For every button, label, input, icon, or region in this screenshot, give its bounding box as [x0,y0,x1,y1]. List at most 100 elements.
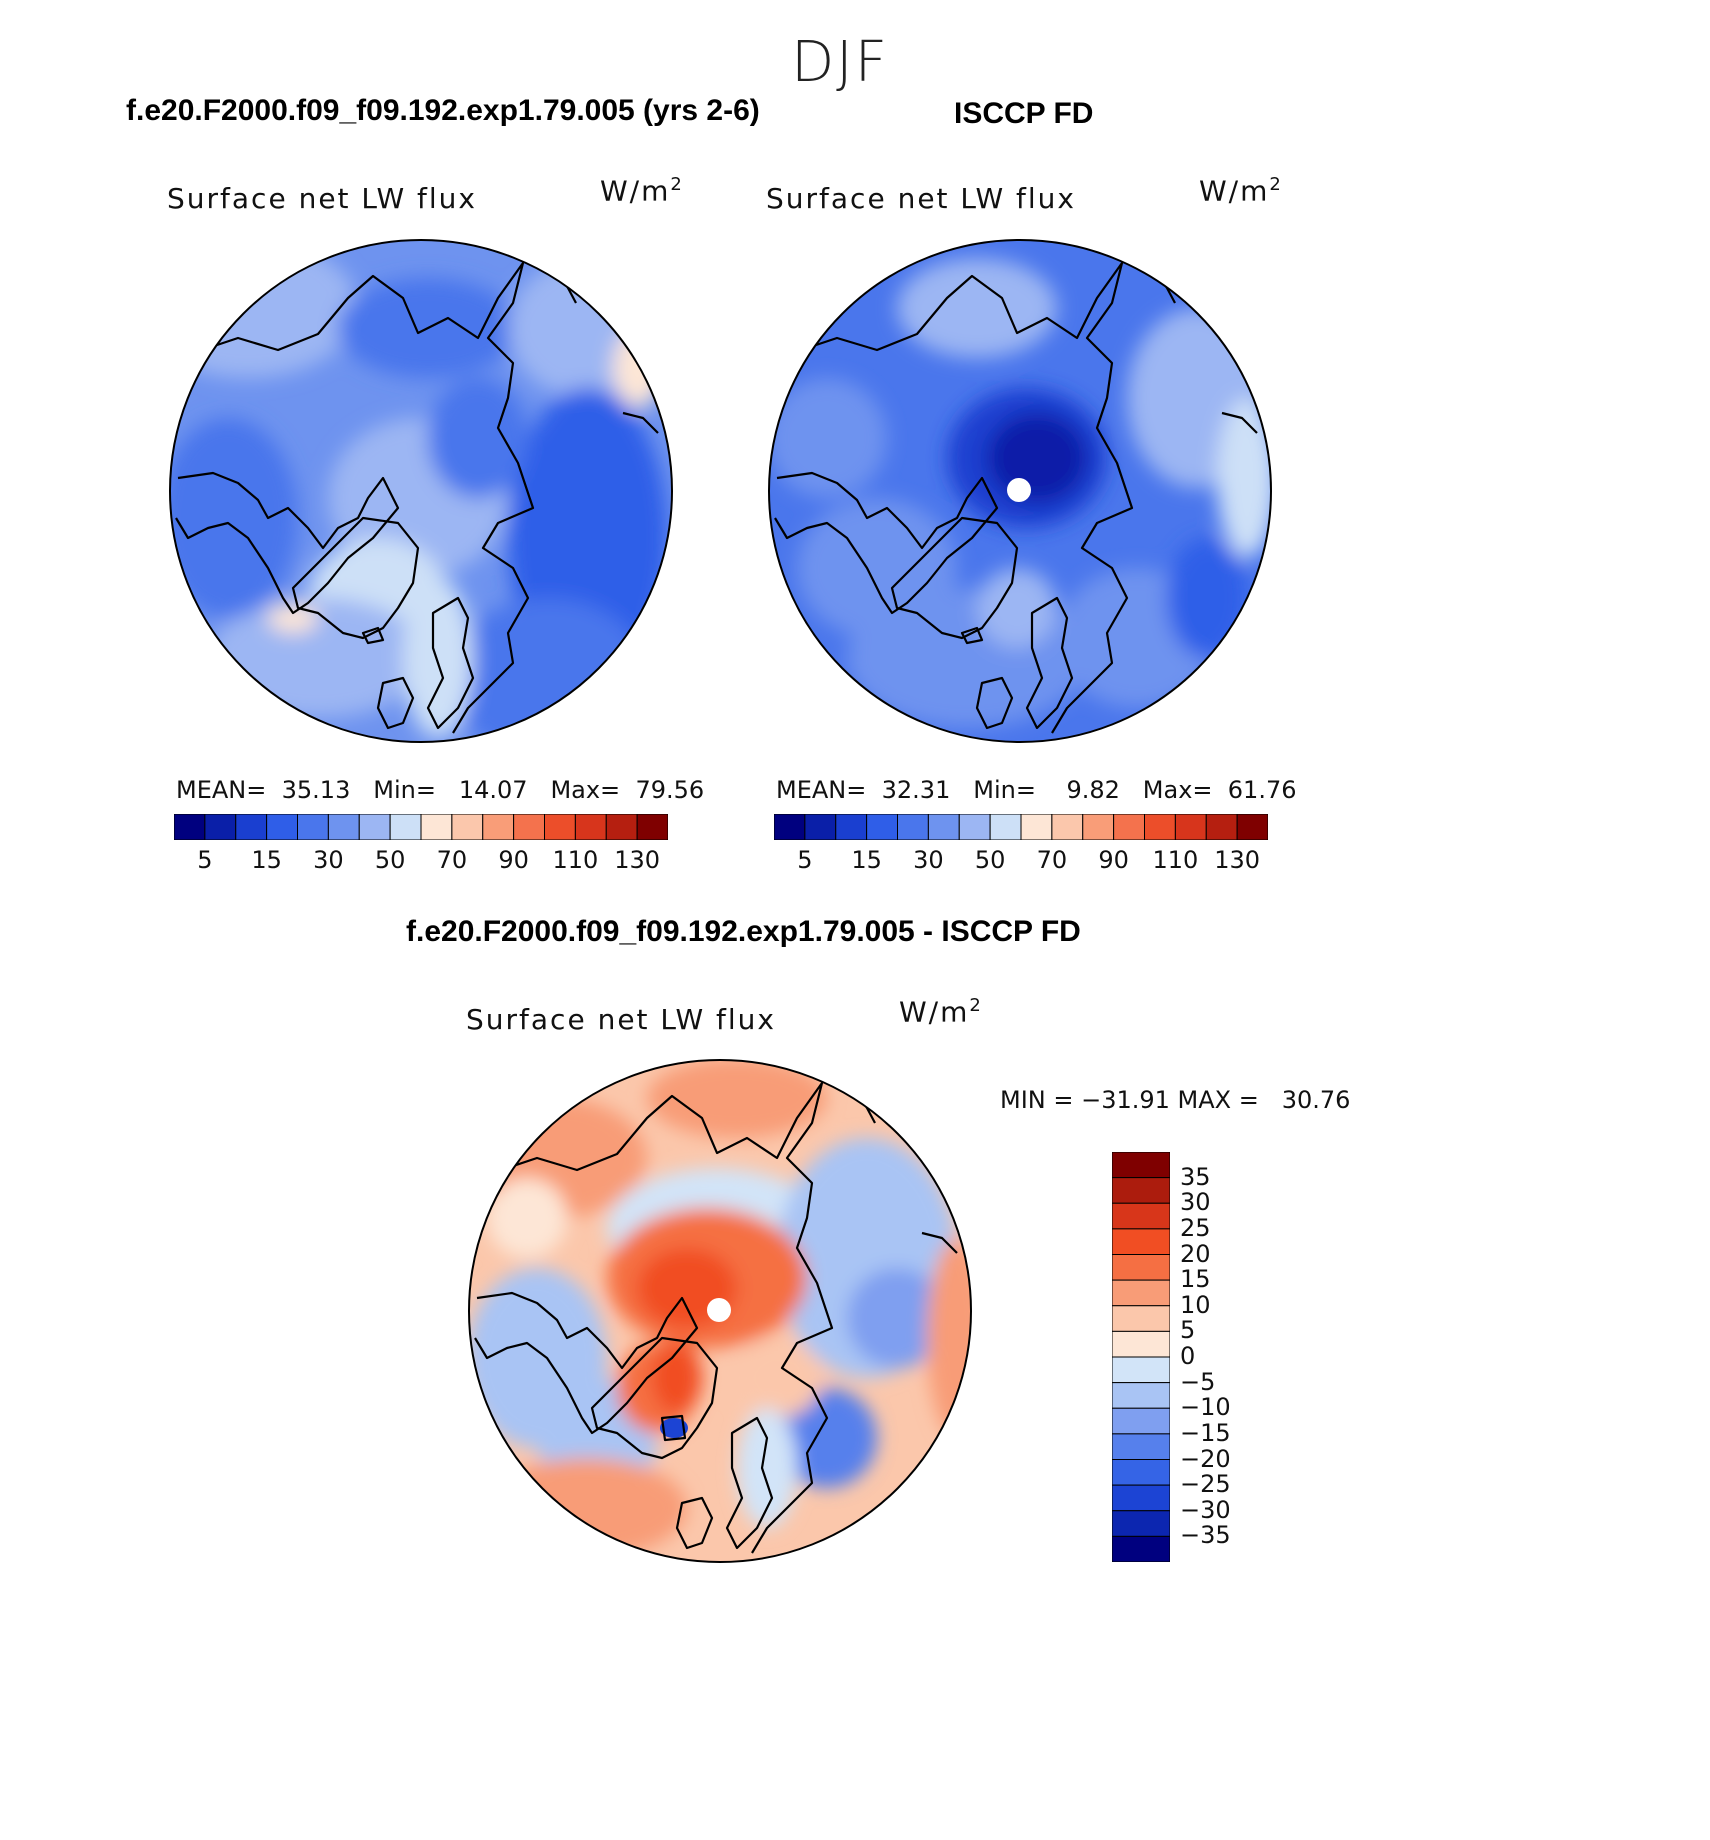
colorbar-swatch [358,814,391,840]
colorbar-tick-label: 10 [1180,1290,1211,1319]
colorbar-swatch [451,814,484,840]
colorbar-tick-label: 5 [197,846,213,874]
colorbar-swatch [544,814,576,840]
obs-colorbar-ticks: 5 15 30 50 70 90 110 130 [774,846,1268,876]
model-units-label: W/m2 [600,174,684,208]
colorbar-swatch [866,814,898,840]
colorbar-swatch [958,814,991,840]
model-stats: MEAN= 35.13 Min= 14.07 Max= 79.56 [176,776,704,804]
colorbar-tick-label: −20 [1180,1444,1231,1473]
colorbar-swatch [1112,1433,1170,1460]
model-max-value: 79.56 [635,776,705,804]
diff-colorbar [1112,1152,1170,1562]
model-max-label: Max= [550,776,621,804]
colorbar-swatch [1112,1202,1170,1230]
page-title: DJF [791,30,889,95]
obs-mean-value: 32.31 [881,776,951,804]
model-polar-map [169,239,673,743]
colorbar-tick-label: −10 [1180,1393,1231,1422]
obs-min-label: Min= [973,776,1036,804]
diff-polar-map [468,1059,972,1563]
obs-mean-label: MEAN= [776,776,867,804]
colorbar-swatch [1174,814,1207,840]
obs-min-value: 9.82 [1066,776,1120,804]
colorbar-tick-label: 15 [1180,1265,1211,1294]
colorbar-swatch [1205,814,1238,840]
colorbar-swatch [1144,814,1176,840]
diff-units-label: W/m2 [899,995,983,1029]
colorbar-swatch [1112,1510,1170,1537]
model-colorbar-ticks: 5 15 30 50 70 90 110 130 [174,846,668,876]
colorbar-tick-label: 20 [1180,1239,1211,1268]
colorbar-tick-label: −35 [1180,1521,1231,1550]
model-mean-label: MEAN= [176,776,267,804]
colorbar-tick-label: 5 [797,846,813,874]
colorbar-swatch [235,814,268,840]
colorbar-tick-label: 35 [1180,1162,1211,1191]
colorbar-swatch [1051,814,1084,840]
colorbar-tick-label: 110 [552,846,599,874]
colorbar-swatch [1112,1535,1170,1562]
colorbar-swatch [574,814,607,840]
colorbar-swatch [897,814,929,840]
obs-max-label: Max= [1142,776,1213,804]
colorbar-tick-label: −15 [1180,1418,1231,1447]
obs-max-value: 61.76 [1227,776,1297,804]
obs-polar-map [768,239,1272,743]
obs-colorbar [774,814,1268,840]
colorbar-tick-label: 110 [1152,846,1199,874]
colorbar-swatch [174,814,206,840]
colorbar-tick-label: 25 [1180,1213,1211,1242]
colorbar-tick-label: 70 [436,846,468,874]
colorbar-swatch [1112,1228,1170,1255]
colorbar-swatch [1112,1382,1170,1409]
colorbar-swatch [1112,1407,1170,1435]
obs-units-label: W/m2 [1199,174,1283,208]
colorbar-tick-label: −30 [1180,1495,1231,1524]
diff-variable-label: Surface net LW flux [466,1003,776,1036]
colorbar-swatch [420,814,453,840]
colorbar-swatch [927,814,960,840]
colorbar-tick-label: 70 [1036,846,1068,874]
colorbar-tick-label: 30 [1180,1188,1211,1217]
colorbar-tick-label: 50 [974,846,1006,874]
colorbar-swatch [989,814,1022,840]
colorbar-swatch [1112,1484,1170,1512]
colorbar-tick-label: 30 [313,846,344,874]
colorbar-tick-label: 0 [1180,1342,1196,1370]
colorbar-swatch [1020,814,1053,840]
model-case-title: f.e20.F2000.f09_f09.192.exp1.79.005 (yrs… [126,94,760,127]
model-min-value: 14.07 [458,776,528,804]
colorbar-swatch [327,814,360,840]
colorbar-tick-label: −5 [1180,1367,1216,1396]
colorbar-swatch [389,814,422,840]
colorbar-tick-label: 90 [1098,846,1129,874]
obs-variable-label: Surface net LW flux [766,182,1076,215]
model-variable-label: Surface net LW flux [167,182,477,215]
colorbar-swatch [774,814,806,840]
model-min-label: Min= [373,776,436,804]
colorbar-swatch [804,814,837,840]
colorbar-swatch [266,814,298,840]
obs-stats: MEAN= 32.31 Min= 9.82 Max= 61.76 [776,776,1297,804]
colorbar-swatch [1112,1177,1170,1204]
colorbar-tick-label: −25 [1180,1470,1231,1499]
colorbar-tick-label: 15 [851,846,882,874]
colorbar-tick-label: 5 [1180,1316,1196,1345]
colorbar-swatch [1112,1254,1170,1281]
colorbar-swatch [636,814,668,840]
colorbar-swatch [482,814,515,840]
colorbar-swatch [1113,814,1145,840]
colorbar-swatch [1236,814,1268,840]
colorbar-swatch [1112,1459,1170,1486]
colorbar-tick-label: 50 [374,846,406,874]
colorbar-swatch [835,814,868,840]
colorbar-tick-label: 130 [614,846,661,874]
colorbar-swatch [297,814,329,840]
diff-minmax-stats: MIN = −31.91 MAX = 30.76 [1000,1086,1351,1114]
colorbar-swatch [1112,1305,1170,1332]
colorbar-tick-label: 30 [913,846,944,874]
colorbar-swatch [1112,1356,1170,1384]
diff-case-title: f.e20.F2000.f09_f09.192.exp1.79.005 - IS… [406,915,1081,948]
colorbar-tick-label: 90 [498,846,529,874]
